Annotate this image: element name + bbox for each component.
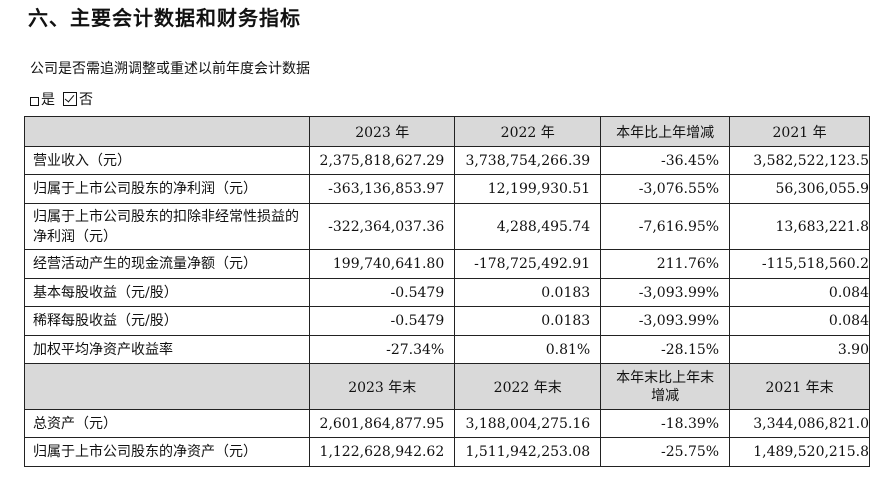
value-cell: -3,076.55% [600,174,731,204]
value-cell: 2,601,864,877.95 [309,409,456,438]
row-label: 归属于上市公司股东的净利润（元） [23,174,311,204]
table-row: 归属于上市公司股东的扣除非经常性损益的净利润（元） -322,364,037.36… [23,203,870,250]
row-label: 稀释每股收益（元/股） [23,306,311,336]
value-cell: 3,188,004,275.16 [454,409,602,438]
table-row: 归属于上市公司股东的净资产（元） 1,122,628,942.62 1,511,94… [23,437,870,467]
table-row: 加权平均净资产收益率 -27.34% 0.81% -28.15% 3.90 [23,335,870,364]
table-row: 稀释每股收益（元/股） -0.5479 0.0183 -3,093.99% 0.084 [23,306,870,336]
header-cell: 本年比上年增减 [600,116,731,147]
value-cell: 3,738,754,266.39 [454,146,602,175]
value-cell: 0.084 [729,278,870,307]
value-cell: -178,725,492.91 [454,249,602,279]
checked-box-icon [63,92,77,106]
value-cell: -363,136,853.97 [309,174,456,204]
row-label: 归属于上市公司股东的扣除非经常性损益的净利润（元） [23,203,311,250]
value-cell: -322,364,037.36 [309,203,456,250]
value-cell: 1,122,628,942.62 [309,437,456,467]
value-cell: -0.5479 [309,278,456,307]
value-cell: 12,199,930.51 [454,174,602,204]
row-label: 营业收入（元） [23,146,311,175]
header-cell: 2022 年末 [454,363,602,410]
header-cell: 本年末比上年末增减 [600,363,731,410]
value-cell: -3,093.99% [600,278,731,307]
value-cell: 3,344,086,821.0 [729,409,870,438]
value-cell: -28.15% [600,335,731,364]
value-cell: 13,683,221.8 [729,203,870,250]
header-cell: 2023 年末 [309,363,456,410]
value-cell: 1,489,520,215.8 [729,437,870,467]
row-label: 总资产（元） [23,409,311,438]
section-title: 六、主要会计数据和财务指标 [28,6,301,30]
row-label: 归属于上市公司股东的净资产（元） [23,437,311,467]
value-cell: 211.76% [600,249,731,279]
value-cell: -7,616.95% [600,203,731,250]
value-cell: 0.0183 [454,278,602,307]
header-row-2: 2023 年末 2022 年末 本年末比上年末增减 2021 年末 [23,363,870,410]
no-label: 否 [79,92,93,108]
header-cell: 2023 年 [309,116,456,147]
header-cell [23,363,311,410]
value-cell: -25.75% [600,437,731,467]
yes-label: 是 [41,92,55,108]
row-label: 基本每股收益（元/股） [23,278,311,307]
row-label: 加权平均净资产收益率 [23,335,311,364]
value-cell: 4,288,495.74 [454,203,602,250]
header-cell [23,116,311,147]
value-cell: 2,375,818,627.29 [309,146,456,175]
header-cell: 2022 年 [454,116,602,147]
header-cell: 2021 年末 [729,363,870,410]
value-cell: -115,518,560.2 [729,249,870,279]
table-row: 经营活动产生的现金流量净额（元） 199,740,641.80 -178,725,4… [23,249,870,279]
header-cell: 2021 年 [729,116,870,147]
value-cell: 0.0183 [454,306,602,336]
restatement-answer: 是 否 [30,89,93,109]
header-row: 2023 年 2022 年本年比上年增减 2021 年 [23,116,870,147]
value-cell: 199,740,641.80 [309,249,456,279]
value-cell: -27.34% [309,335,456,364]
value-cell: 3.90 [729,335,870,364]
table-row: 营业收入（元） 2,375,818,627.29 3,738,754,266.39-… [23,146,870,175]
value-cell: 1,511,942,253.08 [454,437,602,467]
value-cell: -36.45% [600,146,731,175]
value-cell: 0.084 [729,306,870,336]
table-row: 归属于上市公司股东的净利润（元） -363,136,853.97 12,199,93… [23,174,870,204]
value-cell: -0.5479 [309,306,456,336]
value-cell: 56,306,055.9 [729,174,870,204]
table-row: 总资产（元） 2,601,864,877.95 3,188,004,275.16 -1… [23,409,870,438]
value-cell: -3,093.99% [600,306,731,336]
row-label: 经营活动产生的现金流量净额（元） [23,249,311,279]
financial-indicators-table: 2023 年 2022 年本年比上年增减 2021 年营业收入（元） 2,375,81… [23,116,870,467]
restatement-question: 公司是否需追溯调整或重述以前年度会计数据 [30,61,310,77]
table-row: 基本每股收益（元/股） -0.5479 0.0183 -3,093.99% 0.084 [23,278,870,307]
value-cell: 0.81% [454,335,602,364]
value-cell: 3,582,522,123.5 [729,146,870,175]
unchecked-box-icon [30,97,39,106]
value-cell: -18.39% [600,409,731,438]
